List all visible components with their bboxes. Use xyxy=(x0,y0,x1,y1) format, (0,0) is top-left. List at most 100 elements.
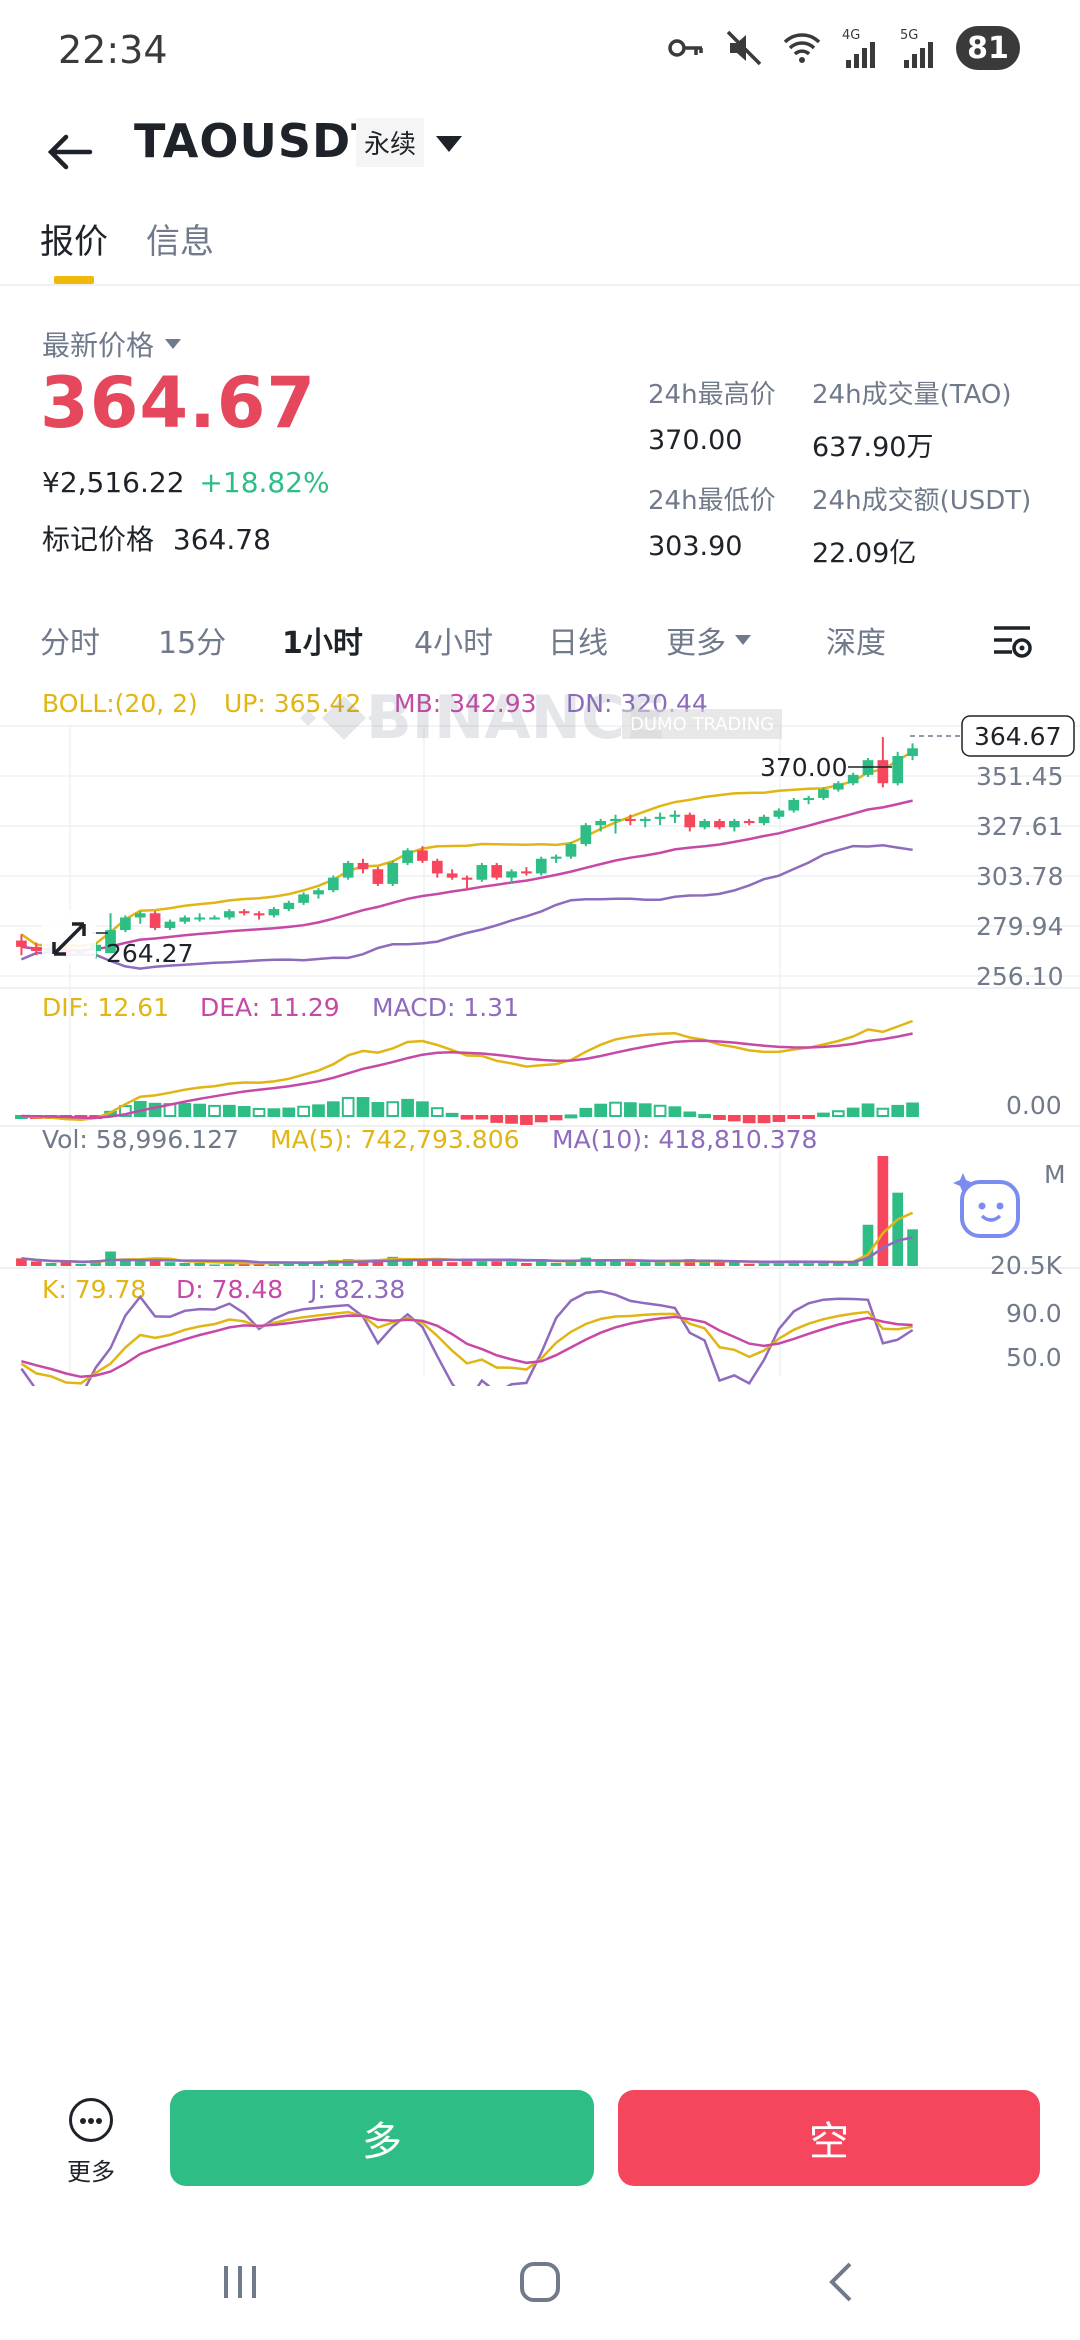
macd-histogram-bar xyxy=(713,1115,726,1120)
interval-time-sharing[interactable]: 分时 xyxy=(40,626,100,661)
tab-quote[interactable]: 报价 xyxy=(40,222,108,262)
candle-body xyxy=(580,825,592,845)
candle-body xyxy=(209,917,220,920)
macd-dea: DEA: 11.29 xyxy=(200,993,340,1022)
volume-bar xyxy=(283,1262,295,1266)
macd-value: MACD: 1.31 xyxy=(372,993,519,1022)
macd-histogram-bar xyxy=(490,1115,504,1123)
more-button[interactable]: 更多 xyxy=(46,2098,136,2187)
kdj-axis-50: 50.0 xyxy=(1006,1343,1062,1372)
long-button[interactable]: 多 xyxy=(170,2090,594,2186)
candle-body xyxy=(16,940,27,947)
more-button-label: 更多 xyxy=(67,2158,115,2186)
volume-bar xyxy=(625,1262,636,1266)
candle-body xyxy=(728,820,740,828)
macd-histogram-bar xyxy=(356,1097,370,1117)
candle-body xyxy=(298,894,309,903)
candle-body xyxy=(714,820,725,828)
volume-bar xyxy=(120,1259,131,1266)
recent-apps-icon[interactable] xyxy=(216,2258,264,2306)
volume-bar xyxy=(431,1259,443,1266)
interval-1h[interactable]: 1小时 xyxy=(282,626,363,661)
boll-mb: MB: 342.93 xyxy=(394,689,537,718)
candle-body xyxy=(595,820,607,826)
macd-histogram-bar xyxy=(564,1114,578,1119)
macd-histogram-bar xyxy=(653,1104,667,1117)
stat-low-value: 303.90 xyxy=(648,531,743,562)
interval-depth[interactable]: 深度 xyxy=(826,626,886,661)
volume-bar xyxy=(803,1262,814,1266)
macd-dif-line xyxy=(21,1019,914,1121)
candle-body xyxy=(892,755,904,784)
candle-body xyxy=(669,814,681,817)
candle-body xyxy=(105,930,116,954)
macd-histogram-bar xyxy=(638,1103,652,1118)
candle-body xyxy=(758,816,770,824)
caret-down-icon[interactable] xyxy=(434,132,464,156)
system-nav-bar xyxy=(0,2230,1080,2340)
price-axis-label: 256.10 xyxy=(976,962,1063,991)
volume-bar xyxy=(357,1260,369,1266)
macd-histogram-bar xyxy=(787,1115,801,1120)
candle-body xyxy=(30,946,42,952)
pair-title[interactable]: TAOUSDT xyxy=(134,114,384,168)
volume-bar xyxy=(238,1263,250,1266)
macd-histogram-bar xyxy=(416,1101,429,1118)
short-button[interactable]: 空 xyxy=(618,2090,1040,2186)
volume-bar xyxy=(639,1262,651,1266)
volume-bar xyxy=(565,1259,577,1266)
candle-body xyxy=(625,818,636,821)
macd-histogram-bar xyxy=(341,1096,355,1117)
volume-bar xyxy=(476,1259,488,1266)
volume-bar xyxy=(313,1262,324,1266)
latest-price-label: 最新价格 xyxy=(42,329,155,362)
candle-body xyxy=(699,820,710,828)
candle-body xyxy=(342,862,354,878)
interval-more-label: 更多 xyxy=(666,626,726,661)
last-price-tag-text: 364.67 xyxy=(974,722,1061,751)
candle-body xyxy=(149,913,161,928)
interval-4h[interactable]: 4小时 xyxy=(414,626,494,661)
stat-24h-turnover: 24h成交额(USDT) 22.09亿 xyxy=(812,480,1031,570)
volume-bar xyxy=(194,1262,206,1266)
volume-bar xyxy=(179,1262,191,1266)
volume-bar xyxy=(461,1260,473,1266)
candle-body xyxy=(387,862,399,884)
interval-more[interactable]: 更多 xyxy=(666,618,752,662)
tab-info[interactable]: 信息 xyxy=(146,222,214,262)
volume-bar xyxy=(892,1192,904,1266)
latest-price-dropdown[interactable]: 最新价格 xyxy=(42,324,182,364)
candle-body xyxy=(550,856,562,859)
back-arrow-icon[interactable] xyxy=(40,122,100,182)
macd-histogram-bar xyxy=(579,1107,593,1117)
kdj-j-line xyxy=(20,1289,914,1386)
macd-histogram-bar xyxy=(534,1115,548,1123)
macd-histogram-bar xyxy=(267,1108,281,1118)
network-5g-label: 5G xyxy=(900,28,918,43)
kline-chart[interactable]: BOLL:(20, 2) UP: 365.42 MB: 342.93 DN: 3… xyxy=(0,676,1080,2056)
high-marker: 370.00 xyxy=(760,753,892,782)
chart-grid xyxy=(0,725,1080,1376)
volume-bar xyxy=(580,1257,592,1266)
macd-histogram-bar xyxy=(326,1101,340,1117)
ai-assistant-icon[interactable] xyxy=(953,1173,1020,1238)
interval-daily[interactable]: 日线 xyxy=(548,626,608,661)
chart-area[interactable]: BOLL:(20, 2) UP: 365.42 MB: 342.93 DN: 3… xyxy=(0,676,1080,2056)
candle-body xyxy=(654,816,666,819)
macd-histogram-bar xyxy=(594,1103,608,1117)
home-icon[interactable] xyxy=(516,2258,564,2306)
chart-settings-icon[interactable] xyxy=(990,620,1034,664)
candle-body xyxy=(134,913,146,918)
kdj-panel xyxy=(20,1289,914,1386)
expand-icon[interactable] xyxy=(42,910,96,964)
interval-15m[interactable]: 15分 xyxy=(158,626,227,661)
mark-price-value: 364.78 xyxy=(172,523,271,556)
stat-turnover-label: 24h成交额(USDT) xyxy=(812,486,1032,516)
candle-body xyxy=(283,902,295,910)
volume-bar xyxy=(907,1229,918,1266)
price-axis-label: 327.61 xyxy=(976,812,1063,841)
kdj-axis-90: 90.0 xyxy=(1006,1299,1062,1328)
back-nav-icon[interactable] xyxy=(818,2258,866,2306)
candle-body xyxy=(907,748,918,756)
price-axis-label: 279.94 xyxy=(976,912,1063,941)
